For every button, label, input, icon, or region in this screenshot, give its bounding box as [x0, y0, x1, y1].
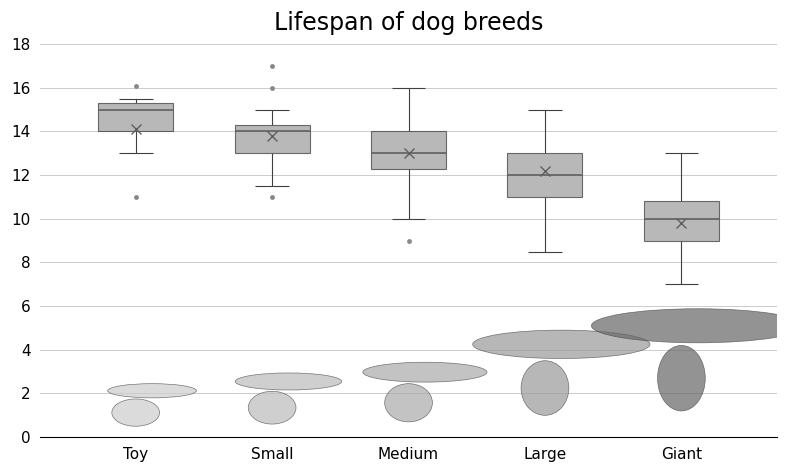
- Circle shape: [108, 384, 196, 398]
- Title: Lifespan of dog breeds: Lifespan of dog breeds: [274, 11, 543, 35]
- Bar: [235, 125, 310, 153]
- Bar: [644, 201, 719, 241]
- Circle shape: [591, 309, 788, 343]
- Ellipse shape: [521, 361, 569, 415]
- Ellipse shape: [657, 345, 705, 411]
- Circle shape: [362, 362, 487, 382]
- Ellipse shape: [385, 384, 433, 422]
- Ellipse shape: [112, 399, 160, 426]
- Ellipse shape: [248, 391, 296, 424]
- Circle shape: [473, 330, 650, 359]
- Circle shape: [236, 373, 342, 390]
- Bar: [507, 153, 582, 197]
- Bar: [98, 103, 173, 131]
- Bar: [371, 131, 446, 168]
